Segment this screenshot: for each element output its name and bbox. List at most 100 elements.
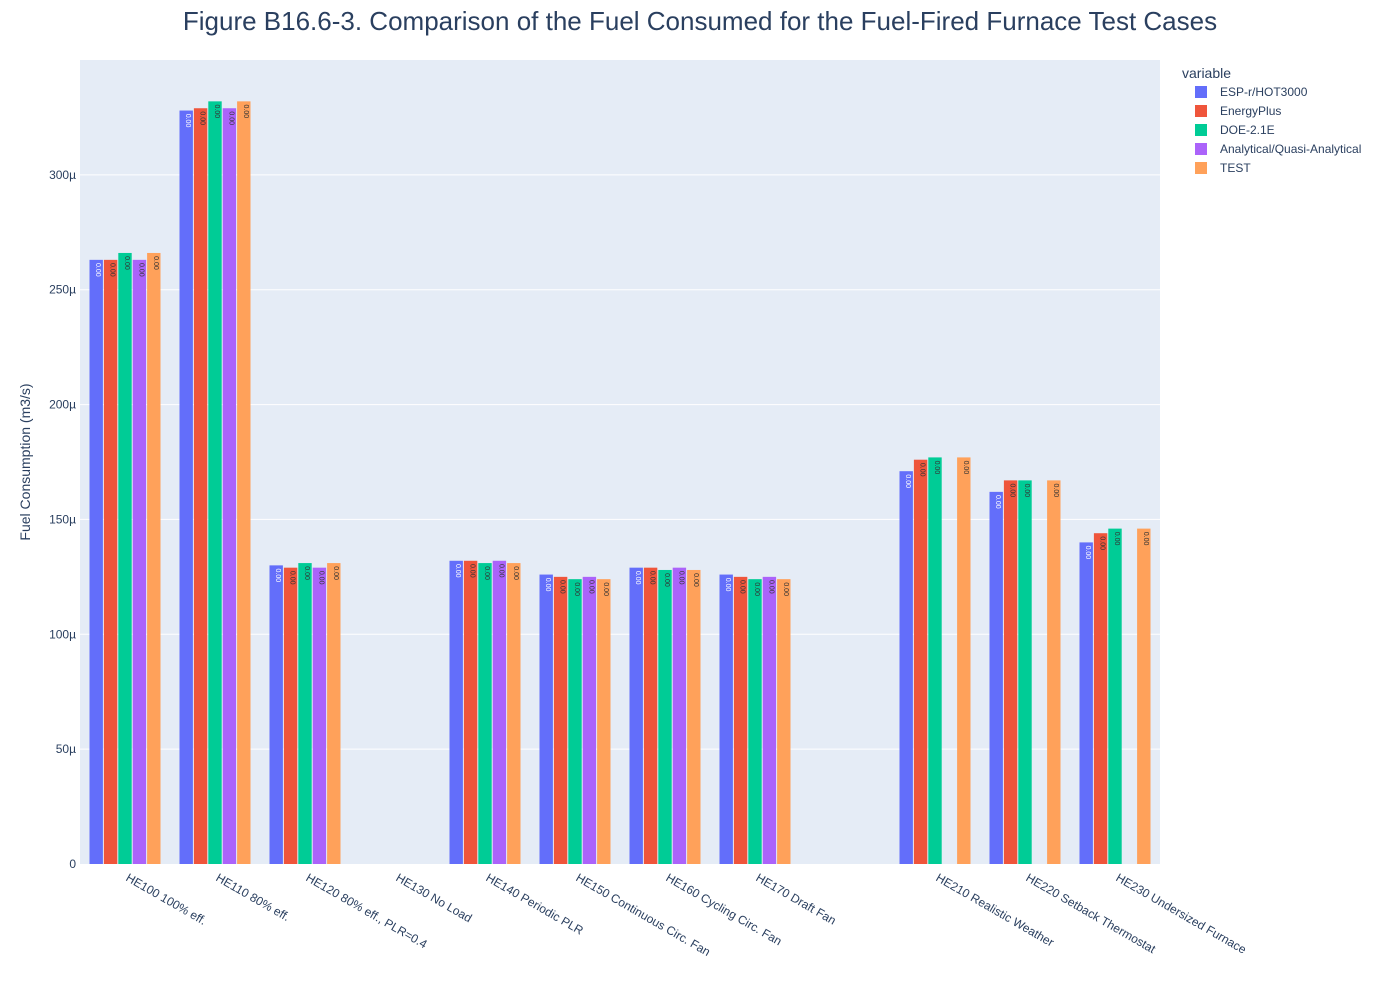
bar-value-label: 0.00 [94,263,101,277]
y-axis-title: Fuel Consumption (m3/s) [17,383,33,540]
bar [1003,480,1018,864]
legend-swatch [1195,105,1207,117]
bar-value-label: 0.00 [1099,536,1106,550]
x-tick-label: HE110 80% eff. [214,870,293,924]
bar-value-label: 0.00 [767,580,774,594]
bar [762,576,777,864]
y-tick-label: 300µ [49,168,76,182]
bar-value-label: 0.00 [919,463,926,477]
bar-value-label: 0.00 [1052,484,1059,498]
legend-item-label: Analytical/Quasi-Analytical [1220,142,1361,156]
legend-swatch [1195,124,1207,136]
bar-value-label: 0.00 [753,582,760,596]
bar-value-label: 0.00 [152,256,159,270]
bar [989,491,1003,864]
bar [463,560,478,864]
y-tick-label: 150µ [49,512,76,526]
bar [597,579,611,864]
bar [553,576,568,864]
bar-value-label: 0.00 [573,582,580,596]
bar-value-label: 0.00 [123,256,130,270]
bar [269,565,283,864]
bar [658,569,672,864]
bar [103,259,118,864]
bar [643,567,658,864]
legend-item-label: TEST [1220,161,1251,175]
bar-value-label: 0.00 [904,474,911,488]
bar-value-label: 0.00 [1113,532,1120,546]
bar-value-label: 0.00 [933,461,940,475]
bar-value-label: 0.00 [199,111,206,125]
bar [478,563,492,864]
y-tick-label: 250µ [49,283,76,297]
bar-value-label: 0.00 [109,263,116,277]
bar-value-label: 0.00 [512,566,519,580]
bar-value-label: 0.00 [649,571,656,585]
y-tick-label: 100µ [49,627,76,641]
bar [957,457,971,864]
bar-value-label: 0.00 [962,461,969,475]
bar [132,259,147,864]
bar-value-label: 0.00 [602,582,609,596]
bar [1018,480,1032,864]
bar [222,108,237,865]
bar [1093,533,1108,864]
bar [449,560,463,864]
bar [719,574,733,864]
bar-value-label: 0.00 [587,580,594,594]
x-axis: HE100 100% eff. HE110 80% eff. HE120 80% e… [124,870,1250,958]
bar [568,579,582,864]
bar [327,563,341,864]
bar-value-label: 0.00 [1009,484,1016,498]
bar [928,457,942,864]
bar-value-label: 0.00 [483,566,490,580]
bar-value-label: 0.00 [137,263,144,277]
bar [748,579,762,864]
bar-value-label: 0.00 [782,582,789,596]
y-tick-label: 50µ [56,742,76,756]
legend-item-label: EnergyPlus [1220,104,1281,118]
bar [312,567,327,864]
bar-value-label: 0.00 [184,114,191,128]
bar [1079,542,1093,864]
bar-value-label: 0.00 [1084,546,1091,560]
y-tick-label: 200µ [49,398,76,412]
bar [582,576,597,864]
plot-area [80,60,1160,864]
bar-value-label: 0.00 [289,571,296,585]
bar [672,567,687,864]
legend-title: variable [1182,65,1231,81]
bar [179,110,193,865]
bar-value-label: 0.00 [227,111,234,125]
gridlines [80,174,1160,750]
bar-value-label: 0.00 [1142,532,1149,546]
bar-value-label: 0.00 [724,578,731,592]
bar [507,563,521,864]
bar-value-label: 0.00 [454,564,461,578]
bar [629,567,643,864]
x-tick-label: HE100 100% eff. [124,870,209,927]
bar [777,579,791,864]
bar-value-label: 0.00 [663,573,670,587]
bar-value-label: 0.00 [634,571,641,585]
bar [687,569,701,864]
bar-value-label: 0.00 [677,571,684,585]
legend: variable ESP-r/HOT3000 EnergyPlus DOE-2.1E… [1182,65,1361,175]
y-tick-label: 0 [69,857,76,871]
bar-value-label: 0.00 [994,495,1001,509]
bar-value-label: 0.00 [469,564,476,578]
x-tick-label: HE130 No Load [394,870,475,925]
bar-value-label: 0.00 [332,566,339,580]
bar-value-label: 0.00 [303,566,310,580]
bar [193,108,208,865]
bar [492,560,507,864]
bar [1108,528,1122,864]
bar-value-label: 0.00 [317,571,324,585]
bar [539,574,553,864]
x-tick-label: HE140 Periodic PLR [484,870,587,937]
bar [118,252,132,864]
legend-swatch [1195,162,1207,174]
bar [237,101,251,864]
bar-value-label: 0.00 [242,105,249,119]
